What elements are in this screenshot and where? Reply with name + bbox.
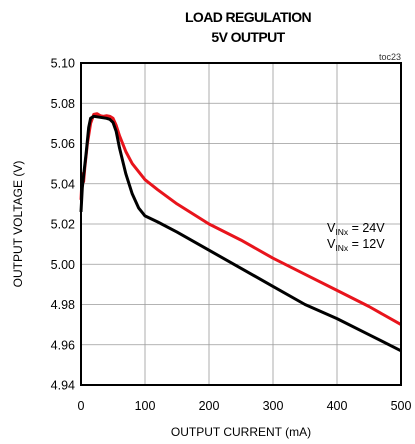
- y-tick-label-7: 5.08: [51, 97, 75, 111]
- x-tick-label-3: 300: [263, 399, 284, 413]
- y-tick-label-5: 5.04: [51, 177, 75, 191]
- legend-entry-12v: VINx = 12V: [327, 237, 385, 253]
- y-tick-label-4: 5.02: [51, 218, 75, 232]
- x-tick-label-5: 500: [391, 399, 412, 413]
- y-tick-label-6: 5.06: [51, 137, 75, 151]
- y-tick-label-3: 5.00: [51, 258, 75, 272]
- figure-id: toc23: [379, 52, 401, 62]
- x-tick-label-4: 400: [327, 399, 348, 413]
- x-tick-label-0: 0: [78, 399, 85, 413]
- y-tick-label-1: 4.96: [51, 338, 75, 352]
- y-tick-label-2: 4.98: [51, 298, 75, 312]
- x-tick-label-2: 200: [199, 399, 220, 413]
- legend-entry-24v: VINx = 24V: [327, 221, 385, 237]
- series-line-0: [81, 114, 401, 325]
- x-tick-label-1: 100: [135, 399, 156, 413]
- y-axis-label: OUTPUT VOLTAGE (V): [11, 161, 25, 288]
- y-tick-labels: 4.94 4.96 4.98 5.00 5.02 5.04 5.06 5.08 5.10: [51, 57, 75, 393]
- x-axis-label: OUTPUT CURRENT (mA): [171, 425, 311, 439]
- chart-title-line-1: LOAD REGULATION: [185, 9, 312, 25]
- y-tick-label-0: 4.94: [51, 379, 75, 393]
- chart-title-line-2: 5V OUTPUT: [211, 29, 285, 45]
- x-tick-labels: 0 100 200 300 400 500: [78, 399, 412, 413]
- y-tick-label-8: 5.10: [51, 57, 75, 71]
